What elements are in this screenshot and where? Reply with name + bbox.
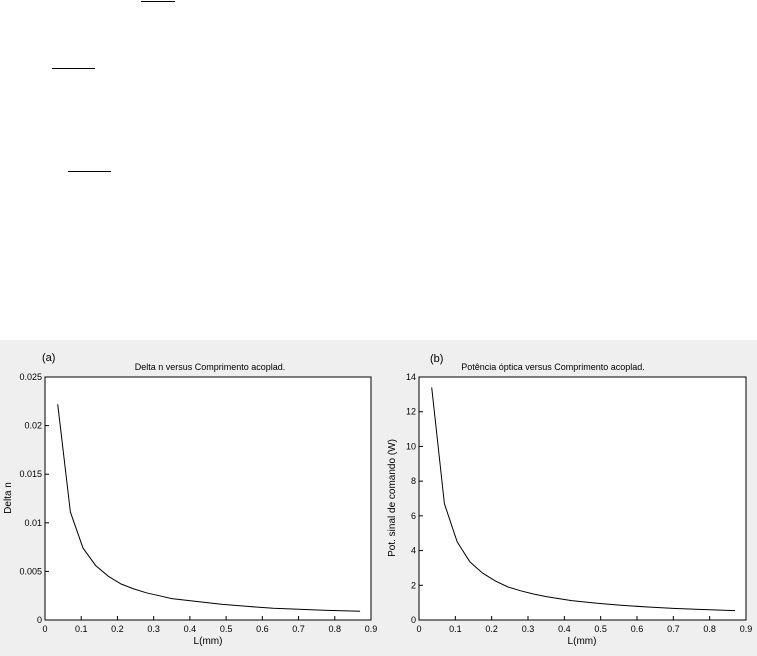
y-tick-label: 0.005	[19, 566, 42, 576]
fraction-bar-3	[68, 171, 111, 172]
x-tick-label: 0.1	[449, 624, 462, 634]
y-tick-label: 6	[411, 511, 416, 521]
x-tick-label: 0.2	[111, 624, 124, 634]
plot-area	[418, 376, 747, 621]
data-line	[57, 404, 361, 612]
chart-potencia-optica: (b) Potência óptica versus Comprimento a…	[387, 353, 753, 647]
x-tick-label: 0.6	[256, 624, 269, 634]
x-axis-label: L(mm)	[194, 636, 223, 647]
x-tick-label: 0.3	[147, 624, 160, 634]
x-tick-label: 0	[416, 624, 421, 634]
y-tick-label: 10	[406, 441, 416, 451]
y-tick-label: 2	[411, 580, 416, 590]
fraction-bar-2	[52, 68, 95, 69]
x-tick-label: 0.5	[594, 624, 607, 634]
y-tick-label: 8	[411, 476, 416, 486]
chart-title: Delta n versus Comprimento acoplad.	[135, 362, 286, 372]
fraction-bar-1	[141, 1, 175, 2]
chart-title: Potência óptica versus Comprimento acopl…	[461, 362, 645, 372]
x-tick-label: 0.5	[220, 624, 233, 634]
x-tick-label: 0.2	[485, 624, 498, 634]
plot-area	[44, 376, 372, 621]
x-tick-label: 0.1	[75, 624, 88, 634]
x-tick-label: 0.7	[292, 624, 305, 634]
y-tick-label: 0.01	[24, 518, 42, 528]
x-tick-label: 0.6	[631, 624, 644, 634]
x-tick-label: 0.8	[703, 624, 716, 634]
x-tick-label: 0	[42, 624, 47, 634]
x-tick-label: 0.9	[365, 624, 378, 634]
y-tick-label: 12	[406, 407, 416, 417]
panel-label: (b)	[430, 353, 443, 365]
y-tick-label: 0	[37, 615, 42, 625]
y-axis-label: Delta n	[3, 482, 14, 514]
x-tick-label: 0.8	[329, 624, 342, 634]
y-tick-label: 0.02	[24, 421, 42, 431]
data-line	[431, 387, 736, 612]
x-tick-label: 0.4	[184, 624, 197, 634]
x-tick-label: 0.7	[667, 624, 680, 634]
panel-label: (a)	[42, 352, 55, 364]
y-axis-label: Pot. sinal de comando (W)	[387, 439, 398, 557]
y-tick-label: 14	[406, 372, 416, 382]
chart-delta-n: (a) Delta n versus Comprimento acoplad. …	[3, 352, 378, 647]
y-tick-label: 0.015	[19, 469, 42, 479]
x-tick-label: 0.3	[522, 624, 535, 634]
y-tick-label: 4	[411, 546, 416, 556]
y-tick-label: 0	[411, 615, 416, 625]
x-tick-label: 0.4	[558, 624, 571, 634]
y-tick-label: 0.025	[19, 372, 42, 382]
x-tick-label: 0.9	[740, 624, 753, 634]
x-axis-label: L(mm)	[568, 636, 597, 647]
